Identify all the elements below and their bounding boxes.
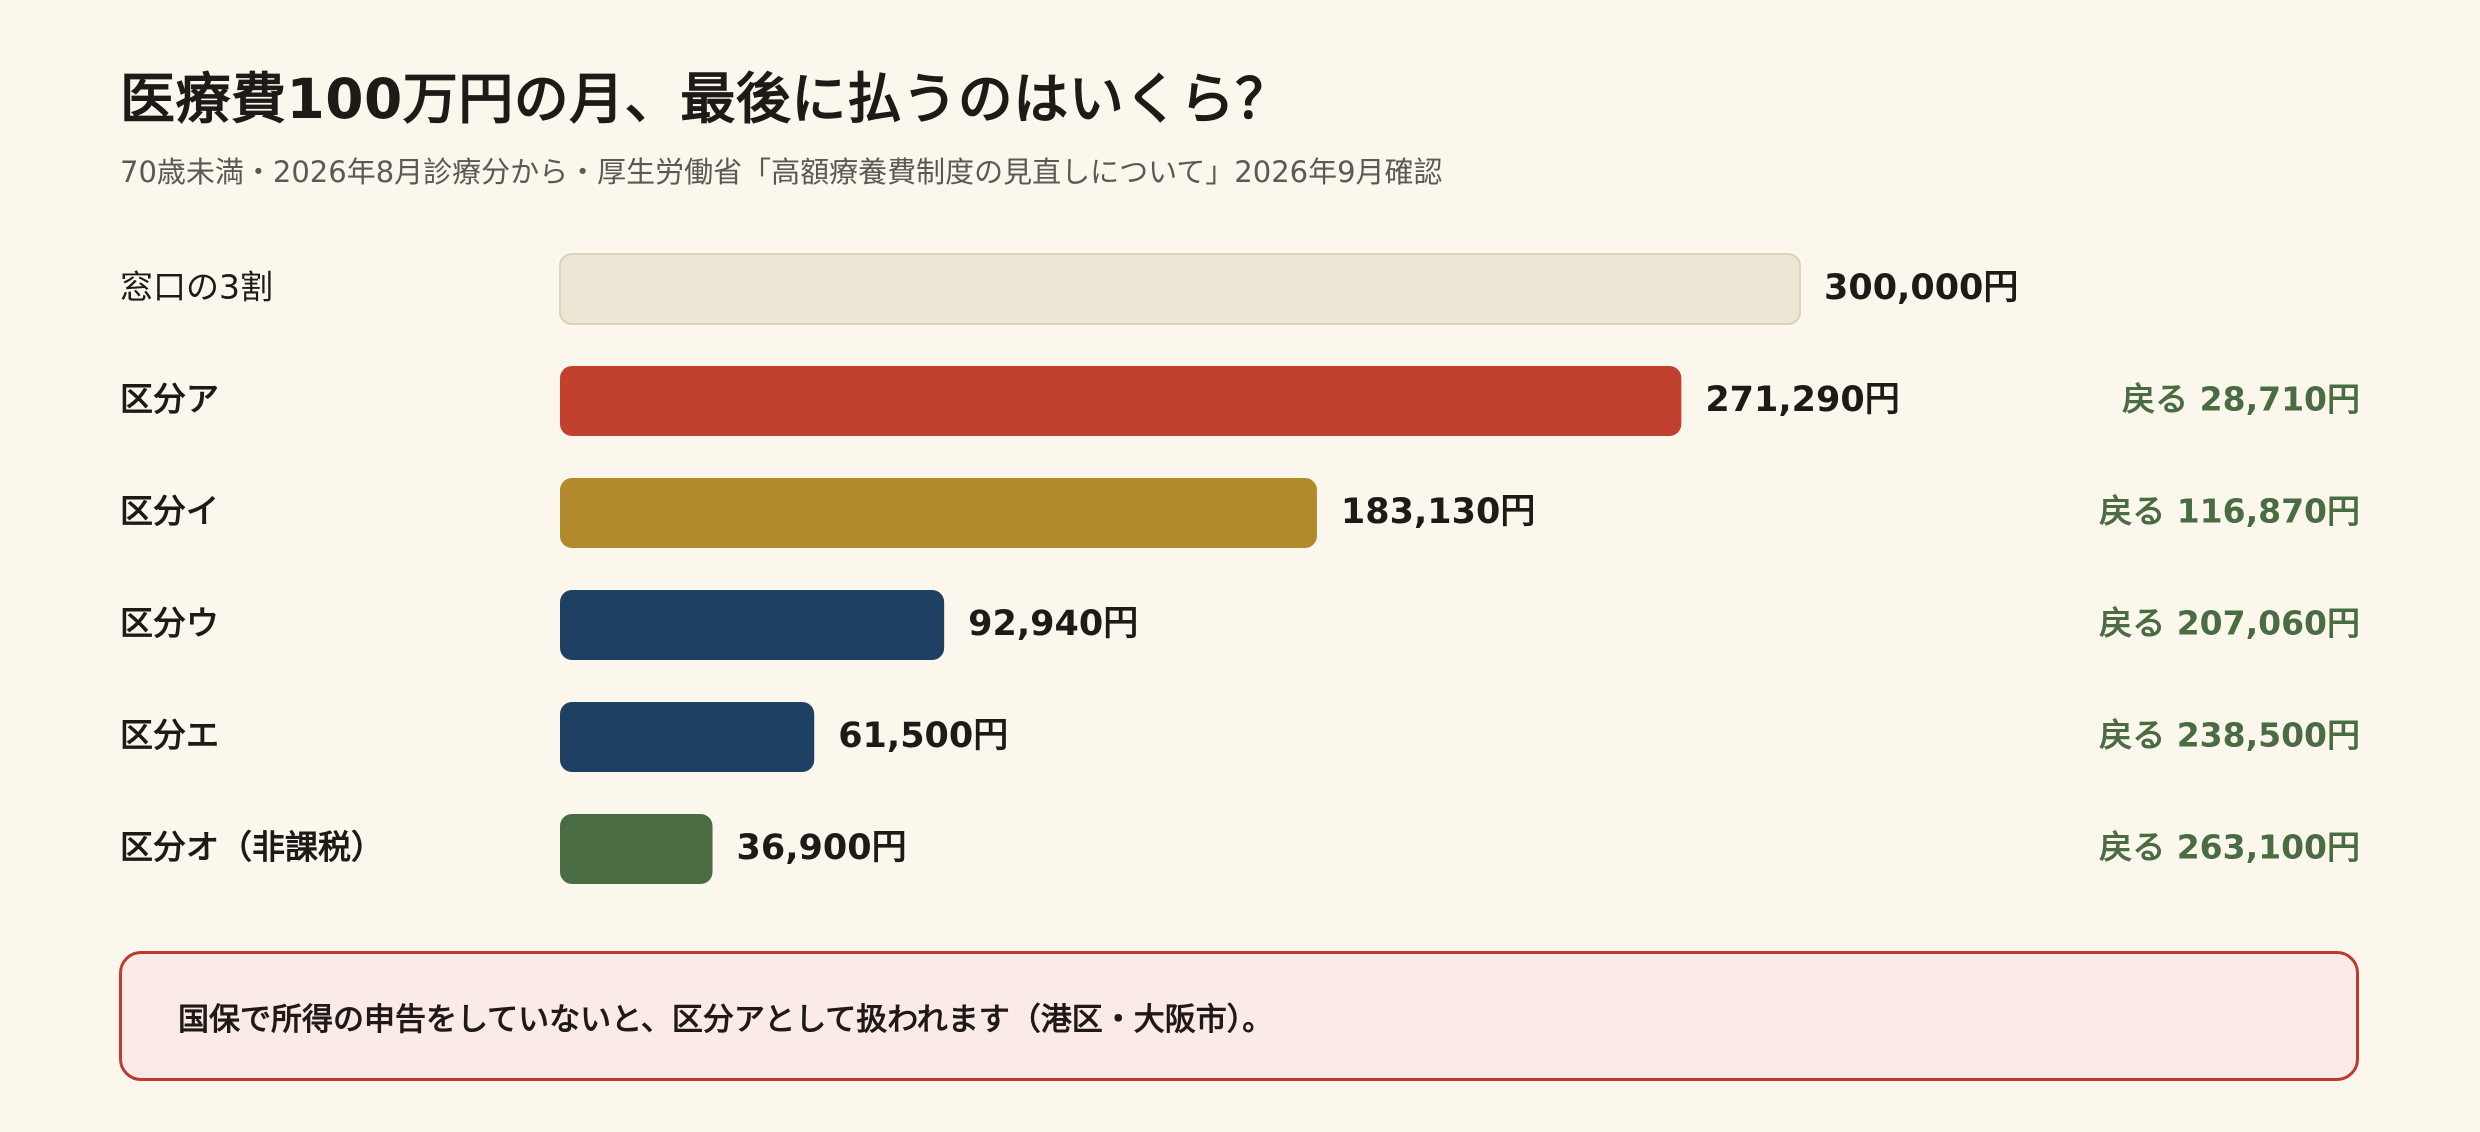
chart-subtitle: 70歳未満・2026年8月診療分から・厚生労働省「高額療養費制度の見直しについて…: [120, 155, 1443, 189]
bar: [560, 702, 815, 772]
refund-label: 戻る 207,060円: [2099, 604, 2360, 643]
bar: [560, 366, 1682, 436]
bar: [560, 814, 713, 884]
bar: [559, 253, 1801, 325]
value-label: 300,000円: [1824, 268, 2018, 308]
chart-title: 医療費100万円の月、最後に払うのはいくら？: [120, 67, 1291, 131]
value-label: 61,500円: [838, 716, 1008, 756]
category-label: 窓口の3割: [120, 268, 273, 307]
value-label: 183,130円: [1341, 492, 1535, 532]
category-label: 区分オ（非課税）: [120, 828, 384, 867]
value-label: 271,290円: [1705, 380, 1899, 420]
refund-label: 戻る 238,500円: [2099, 716, 2360, 755]
category-label: 区分エ: [120, 716, 219, 755]
note-text: 国保で所得の申告をしていないと、区分アとして扱われます（港区・大阪市）。: [178, 1001, 1274, 1038]
refund-label: 戻る 28,710円: [2122, 380, 2360, 419]
refund-label: 戻る 116,870円: [2099, 492, 2360, 531]
bar: [560, 590, 945, 660]
category-label: 区分イ: [120, 492, 219, 531]
category-label: 区分ウ: [120, 604, 219, 643]
value-label: 36,900円: [737, 828, 907, 868]
category-label: 区分ア: [120, 380, 219, 419]
note-callout: 国保で所得の申告をしていないと、区分アとして扱われます（港区・大阪市）。: [119, 951, 2359, 1081]
value-label: 92,940円: [968, 604, 1138, 644]
bar: [560, 478, 1317, 548]
refund-label: 戻る 263,100円: [2099, 828, 2360, 867]
